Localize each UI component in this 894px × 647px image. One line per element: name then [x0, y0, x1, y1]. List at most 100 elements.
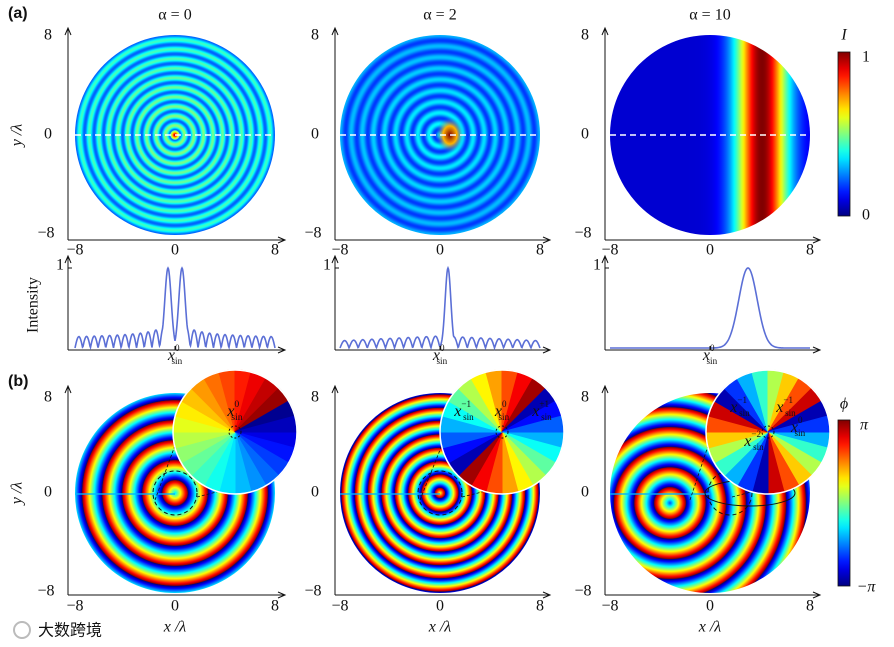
- zoom-line: [689, 439, 711, 501]
- phase-cut: [340, 493, 440, 495]
- marker-sub: sin: [795, 428, 806, 438]
- marker-sub: sin: [231, 412, 243, 423]
- y-tick-label: 8: [581, 389, 589, 406]
- colorbar-tick: π: [860, 417, 869, 434]
- marker-label: x−1 sin: [729, 395, 750, 418]
- colorbar-tick: 1: [862, 49, 870, 66]
- axis: [331, 384, 339, 394]
- y-tick-label: 0: [44, 126, 52, 143]
- marker-label: x−2 sin: [743, 429, 764, 452]
- y-tick-label: −8: [37, 225, 54, 242]
- marker-sup: 0: [175, 343, 180, 353]
- marker-sup: 0: [502, 399, 507, 409]
- axis: [64, 254, 72, 264]
- singularity: [228, 425, 242, 439]
- marker-sup: −1: [783, 395, 793, 405]
- marker-sup: 0: [234, 399, 239, 410]
- x-tick-label: 8: [806, 242, 814, 259]
- axis: [277, 236, 287, 244]
- x-tick-label: −8: [66, 598, 83, 615]
- marker-label: x−1 sin: [775, 395, 796, 418]
- zoom-region: [707, 470, 753, 516]
- colorbar: [837, 51, 851, 217]
- colorbar-tick: −π: [857, 579, 877, 596]
- inset: [705, 369, 831, 495]
- intensity-curve: [610, 267, 810, 349]
- marker-sub: sin: [541, 412, 552, 422]
- marker-label: x0 sin: [790, 415, 806, 438]
- axis: [601, 384, 609, 394]
- x-tick-label: −8: [66, 242, 83, 259]
- marker-sub: sin: [707, 356, 718, 366]
- y-tick-label: 8: [311, 27, 319, 44]
- y-tick-label: 0: [311, 126, 319, 143]
- intensity-curve: [74, 266, 276, 351]
- x-tick-label: −8: [331, 242, 348, 259]
- y-tick-label: 8: [311, 389, 319, 406]
- column-title: α = 2: [423, 7, 456, 24]
- intensity-curve: [339, 265, 541, 351]
- colorbar: [837, 419, 851, 587]
- y-tick-label: −8: [574, 583, 591, 600]
- x-tick-label: −8: [601, 242, 618, 259]
- marker-symbol: x: [226, 403, 234, 420]
- zoom-region: [152, 470, 198, 516]
- marker-symbol: x: [702, 347, 710, 364]
- marker-symbol: x: [494, 403, 502, 420]
- marker-symbol: x: [167, 347, 175, 364]
- marker-symbol: x: [790, 419, 798, 436]
- marker-symbol: x: [775, 399, 783, 416]
- marker-sup: 0: [440, 343, 445, 353]
- column-title: α = 10: [689, 7, 730, 24]
- x-tick-label: 0: [706, 598, 714, 615]
- axis: [601, 254, 609, 264]
- y-tick-label: 0: [581, 484, 589, 501]
- x-tick-label: 0: [706, 242, 714, 259]
- marker-symbol: x: [432, 347, 440, 364]
- axis: [542, 591, 552, 599]
- x-tick-label: 8: [271, 242, 279, 259]
- x-tick-label: 0: [171, 242, 179, 259]
- marker-label: x0 sin: [167, 343, 183, 366]
- phase-cut: [75, 493, 175, 495]
- axis: [331, 254, 339, 264]
- marker-sup: −2: [751, 429, 761, 439]
- x-axis-label: x /λ: [163, 619, 187, 636]
- marker-label: x+1 sin: [531, 399, 552, 422]
- inset: [172, 369, 298, 495]
- x-tick-label: 8: [536, 242, 544, 259]
- marker-sub: sin: [739, 408, 750, 418]
- marker-sub: sin: [172, 356, 183, 366]
- marker-sub: sin: [785, 408, 796, 418]
- marker-symbol: x: [743, 433, 751, 450]
- marker-symbol: x: [453, 403, 461, 420]
- x-axis-label: x /λ: [428, 619, 452, 636]
- marker-sup: −1: [737, 395, 747, 405]
- axis: [812, 591, 822, 599]
- y-tick-label: −8: [304, 583, 321, 600]
- marker-symbol: x: [729, 399, 737, 416]
- y-tick-label: 0: [311, 484, 319, 501]
- x-tick-label: 0: [171, 598, 179, 615]
- y-tick-label: 8: [44, 27, 52, 44]
- colorbar-label: I: [840, 27, 847, 44]
- y-axis-label: y /λ: [9, 124, 26, 149]
- colorbar-tick: 0: [862, 207, 870, 224]
- panel-label: (b): [8, 373, 28, 390]
- x-tick-label: −8: [331, 598, 348, 615]
- y-tick-label: 8: [44, 389, 52, 406]
- x-tick-label: 0: [436, 242, 444, 259]
- zoom-region: [417, 470, 463, 516]
- x-axis-label: x /λ: [698, 619, 722, 636]
- y-tick-label: −8: [574, 225, 591, 242]
- x-tick-label: 8: [806, 598, 814, 615]
- panel-label: (a): [8, 5, 28, 22]
- marker-sup: −1: [461, 399, 471, 409]
- singularity: [761, 425, 775, 439]
- y-axis-label: y /λ: [9, 482, 26, 507]
- axis: [812, 346, 822, 354]
- y-tick-label: 8: [581, 27, 589, 44]
- watermark-icon: [13, 621, 31, 639]
- marker-sub: sin: [499, 412, 510, 422]
